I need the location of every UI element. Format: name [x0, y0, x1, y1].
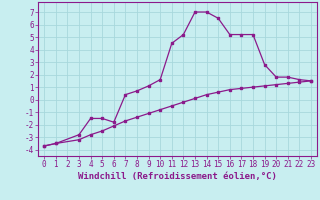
X-axis label: Windchill (Refroidissement éolien,°C): Windchill (Refroidissement éolien,°C): [78, 172, 277, 181]
